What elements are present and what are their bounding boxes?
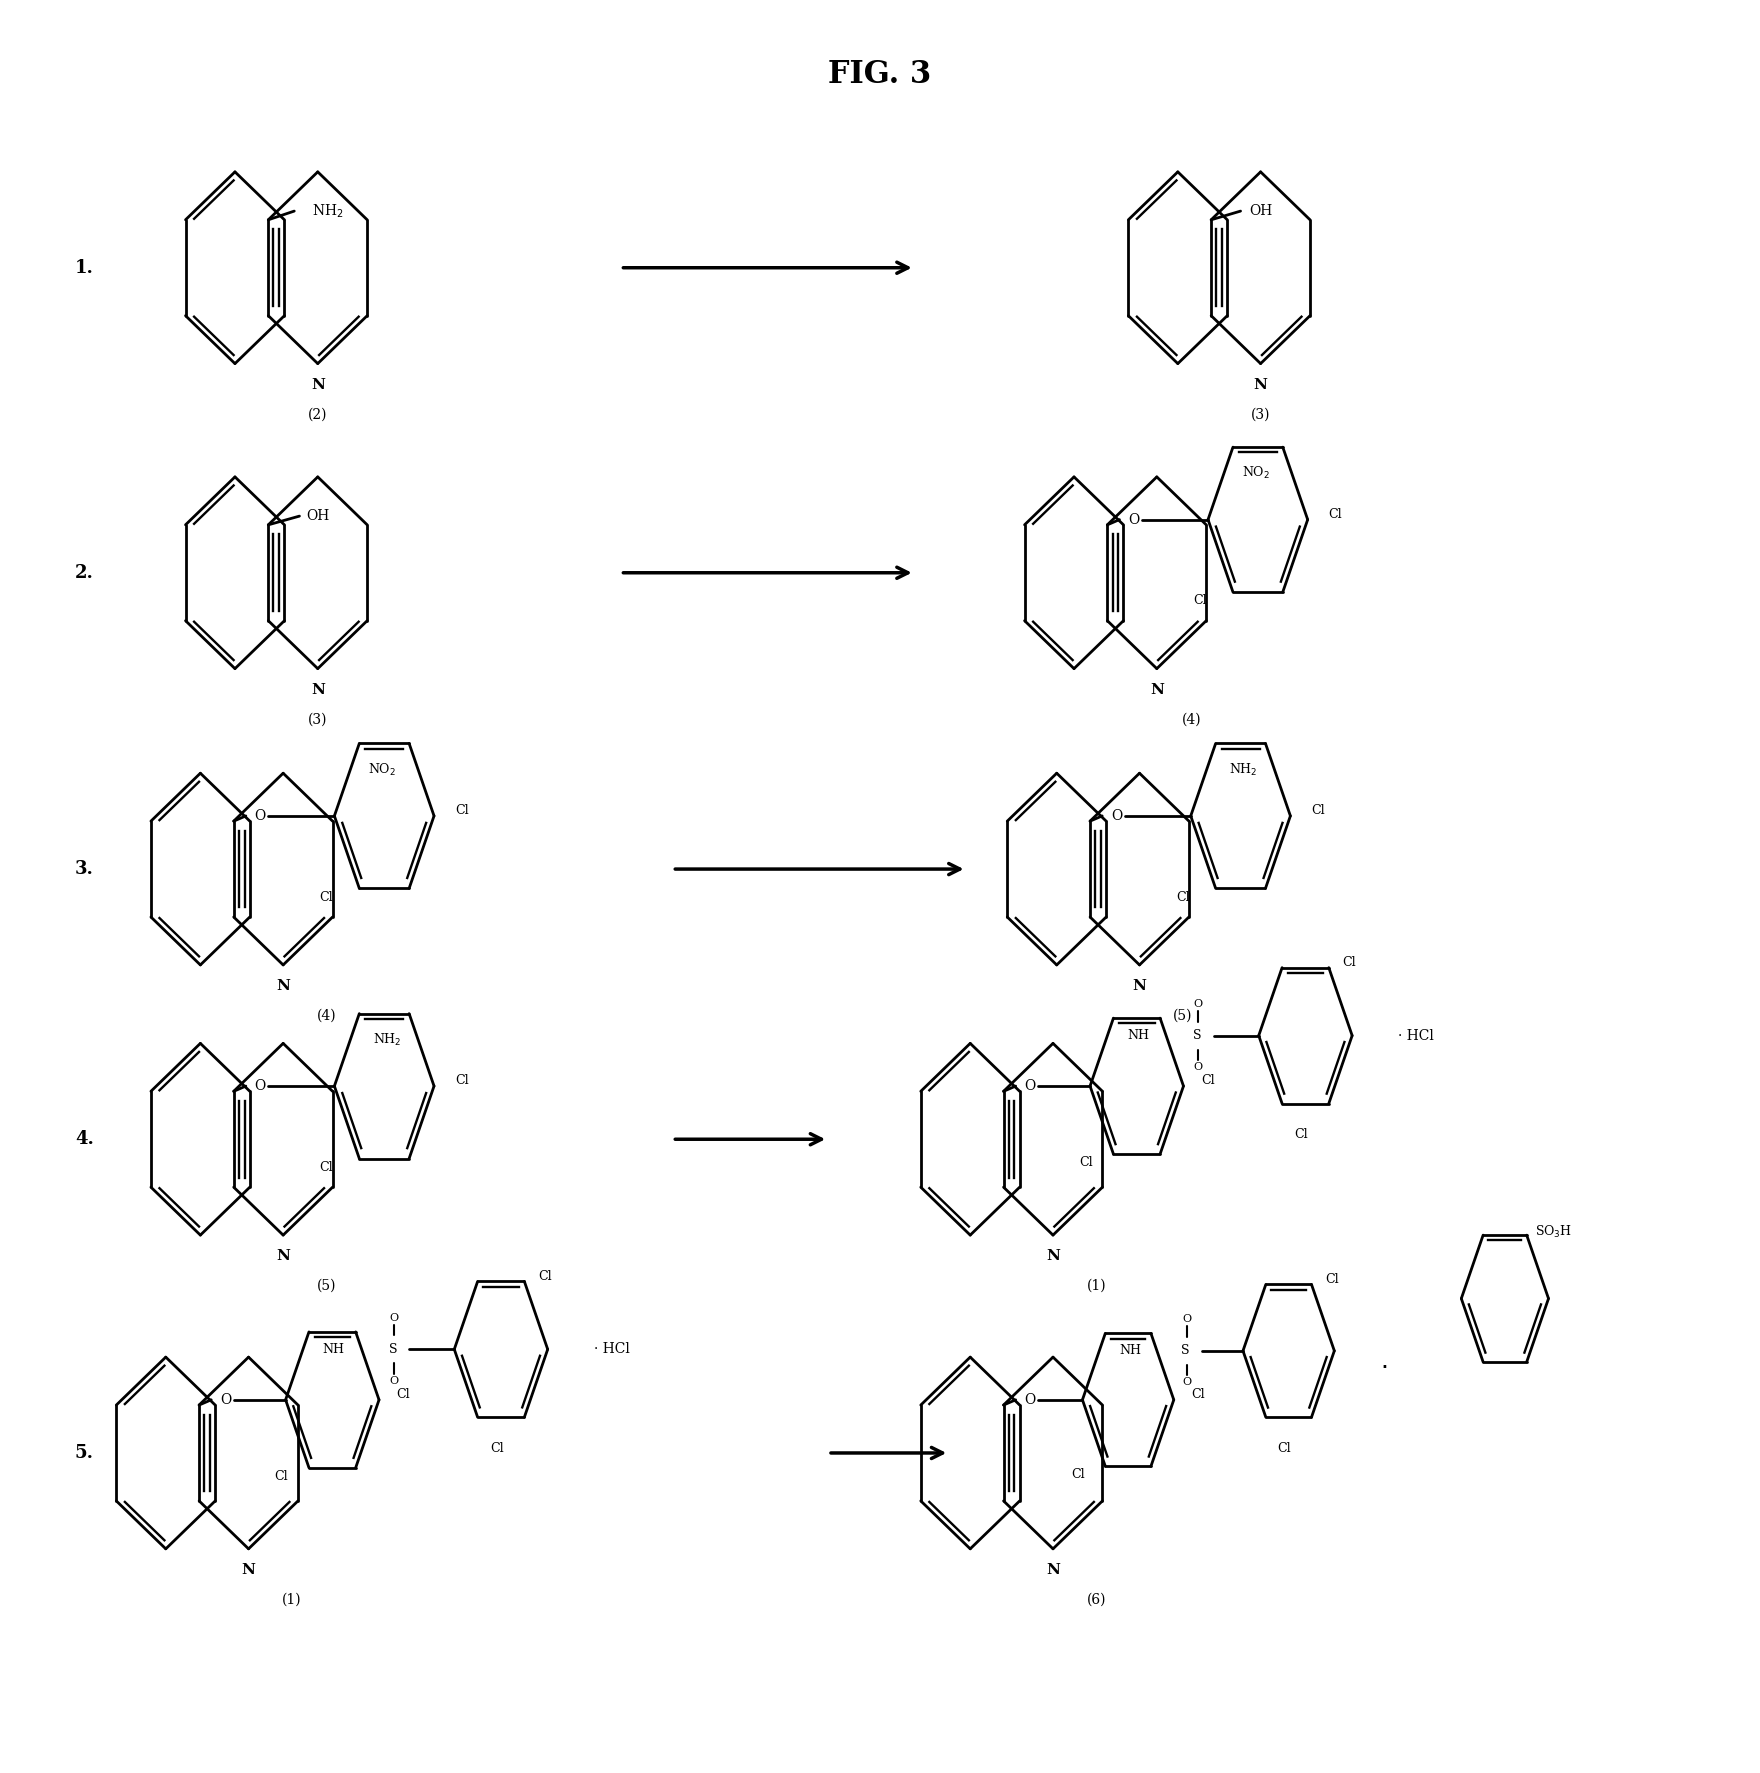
Text: N: N xyxy=(1253,378,1267,392)
Text: N: N xyxy=(1045,1562,1060,1576)
Text: Cl: Cl xyxy=(1294,1128,1308,1142)
Text: Cl: Cl xyxy=(1070,1468,1084,1482)
Text: 2.: 2. xyxy=(74,564,93,582)
Text: Cl: Cl xyxy=(454,805,468,817)
Text: Cl: Cl xyxy=(454,1074,468,1087)
Text: N: N xyxy=(276,979,290,993)
Text: O: O xyxy=(389,1376,398,1386)
Text: SO$_3$H: SO$_3$H xyxy=(1535,1223,1572,1239)
Text: N: N xyxy=(1149,683,1163,697)
Text: Cl: Cl xyxy=(1278,1441,1290,1456)
Text: 4.: 4. xyxy=(74,1129,93,1149)
Text: NH$_2$: NH$_2$ xyxy=(373,1032,401,1048)
Text: OH: OH xyxy=(1250,204,1272,218)
Text: O: O xyxy=(1183,1378,1192,1386)
Text: (3): (3) xyxy=(1251,408,1271,422)
Text: Cl: Cl xyxy=(1329,507,1343,521)
Text: (5): (5) xyxy=(1172,1009,1193,1023)
Text: (4): (4) xyxy=(1181,713,1202,727)
Text: Cl: Cl xyxy=(275,1470,289,1482)
Text: O: O xyxy=(1111,808,1123,823)
Text: Cl: Cl xyxy=(320,1161,333,1174)
Text: Cl: Cl xyxy=(396,1388,410,1401)
Text: Cl: Cl xyxy=(489,1441,503,1456)
Text: 1.: 1. xyxy=(74,259,93,277)
Text: Cl: Cl xyxy=(1325,1273,1339,1285)
Text: · HCl: · HCl xyxy=(1397,1028,1434,1043)
Text: 5.: 5. xyxy=(74,1443,93,1463)
Text: NH: NH xyxy=(1126,1028,1149,1043)
Text: O: O xyxy=(255,808,266,823)
Text: N: N xyxy=(241,1562,255,1576)
Text: Cl: Cl xyxy=(1079,1156,1093,1168)
Text: O: O xyxy=(1183,1314,1192,1324)
Text: O: O xyxy=(1128,512,1139,527)
Text: (6): (6) xyxy=(1086,1592,1105,1606)
Text: FIG. 3: FIG. 3 xyxy=(829,59,931,90)
Text: O: O xyxy=(389,1314,398,1323)
Text: 3.: 3. xyxy=(74,860,93,878)
Text: Cl: Cl xyxy=(1193,594,1207,608)
Text: Cl: Cl xyxy=(1200,1074,1214,1087)
Text: (5): (5) xyxy=(317,1278,336,1293)
Text: (1): (1) xyxy=(282,1592,301,1606)
Text: S: S xyxy=(1181,1344,1190,1358)
Text: O: O xyxy=(1024,1080,1035,1094)
Text: Cl: Cl xyxy=(539,1269,553,1282)
Text: (4): (4) xyxy=(317,1009,336,1023)
Text: N: N xyxy=(312,683,324,697)
Text: Cl: Cl xyxy=(1343,956,1357,968)
Text: (2): (2) xyxy=(308,408,327,422)
Text: N: N xyxy=(1045,1248,1060,1262)
Text: (3): (3) xyxy=(308,713,327,727)
Text: O: O xyxy=(220,1394,231,1406)
Text: O: O xyxy=(1193,1062,1202,1073)
Text: OH: OH xyxy=(306,509,329,523)
Text: Cl: Cl xyxy=(1176,890,1190,904)
Text: Cl: Cl xyxy=(320,890,333,904)
Text: (1): (1) xyxy=(1086,1278,1105,1293)
Text: · HCl: · HCl xyxy=(593,1342,630,1356)
Text: NH$_2$: NH$_2$ xyxy=(1230,762,1258,778)
Text: NH$_2$: NH$_2$ xyxy=(312,202,343,220)
Text: NO$_2$: NO$_2$ xyxy=(368,762,396,778)
Text: Cl: Cl xyxy=(1311,805,1325,817)
Text: O: O xyxy=(1193,1000,1202,1009)
Text: NH: NH xyxy=(322,1342,345,1356)
Text: NH: NH xyxy=(1119,1344,1140,1358)
Text: N: N xyxy=(276,1248,290,1262)
Text: S: S xyxy=(1193,1028,1202,1043)
Text: Cl: Cl xyxy=(1192,1388,1204,1401)
Text: S: S xyxy=(389,1342,398,1356)
Text: N: N xyxy=(312,378,324,392)
Text: O: O xyxy=(255,1080,266,1094)
Text: ·: · xyxy=(1380,1356,1389,1379)
Text: O: O xyxy=(1024,1394,1035,1406)
Text: N: N xyxy=(1133,979,1146,993)
Text: NO$_2$: NO$_2$ xyxy=(1241,465,1269,480)
